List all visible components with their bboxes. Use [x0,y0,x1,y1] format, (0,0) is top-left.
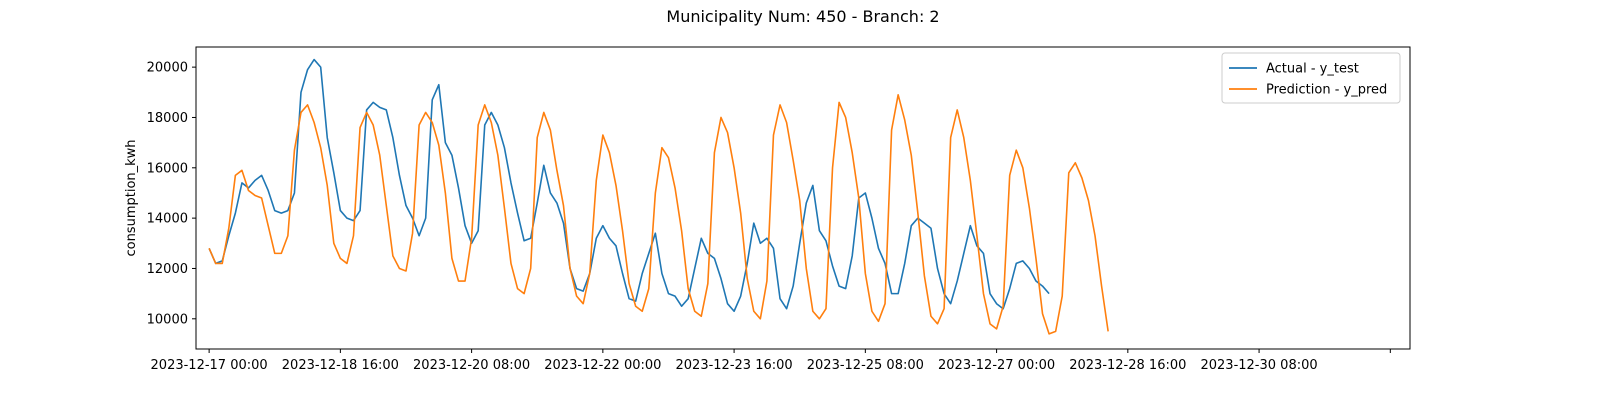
y-tick-label: 16000 [147,161,188,176]
series-line-actual [208,58,1050,313]
x-tick-label: 2023-12-28 16:00 [1069,358,1186,373]
y-axis-label: consumption_kwh [124,139,139,256]
legend-entry: Actual - y_test [1266,62,1359,77]
legend-box [1221,52,1401,104]
x-tick-label: 2023-12-23 16:00 [676,358,793,373]
chart-title: Municipality Num: 450 - Branch: 2 [666,7,939,26]
series-line-prediction [208,94,1109,335]
y-tick-label: 12000 [147,262,188,277]
x-tick-label: 2023-12-20 08:00 [413,358,530,373]
legend: Actual - y_test Prediction - y_pred [1221,52,1401,104]
y-tick-label: 10000 [147,312,188,327]
x-tick-label: 2023-12-22 00:00 [544,358,661,373]
legend-entry: Prediction - y_pred [1266,83,1387,98]
x-tick-label: 2023-12-18 16:00 [282,358,399,373]
y-tick-label: 20000 [147,61,188,76]
plot-frame [195,46,1411,350]
y-tick-label: 14000 [147,212,188,227]
y-tick-label: 18000 [147,111,188,126]
x-tick-label: 2023-12-17 00:00 [151,358,268,373]
x-tick-label: 2023-12-25 08:00 [807,358,924,373]
x-tick-label: 2023-12-30 08:00 [1200,358,1317,373]
x-tick-label: 2023-12-27 00:00 [938,358,1055,373]
plot-area: 10000 12000 14000 16000 18000 20000 2023-12-17… [147,46,1411,373]
